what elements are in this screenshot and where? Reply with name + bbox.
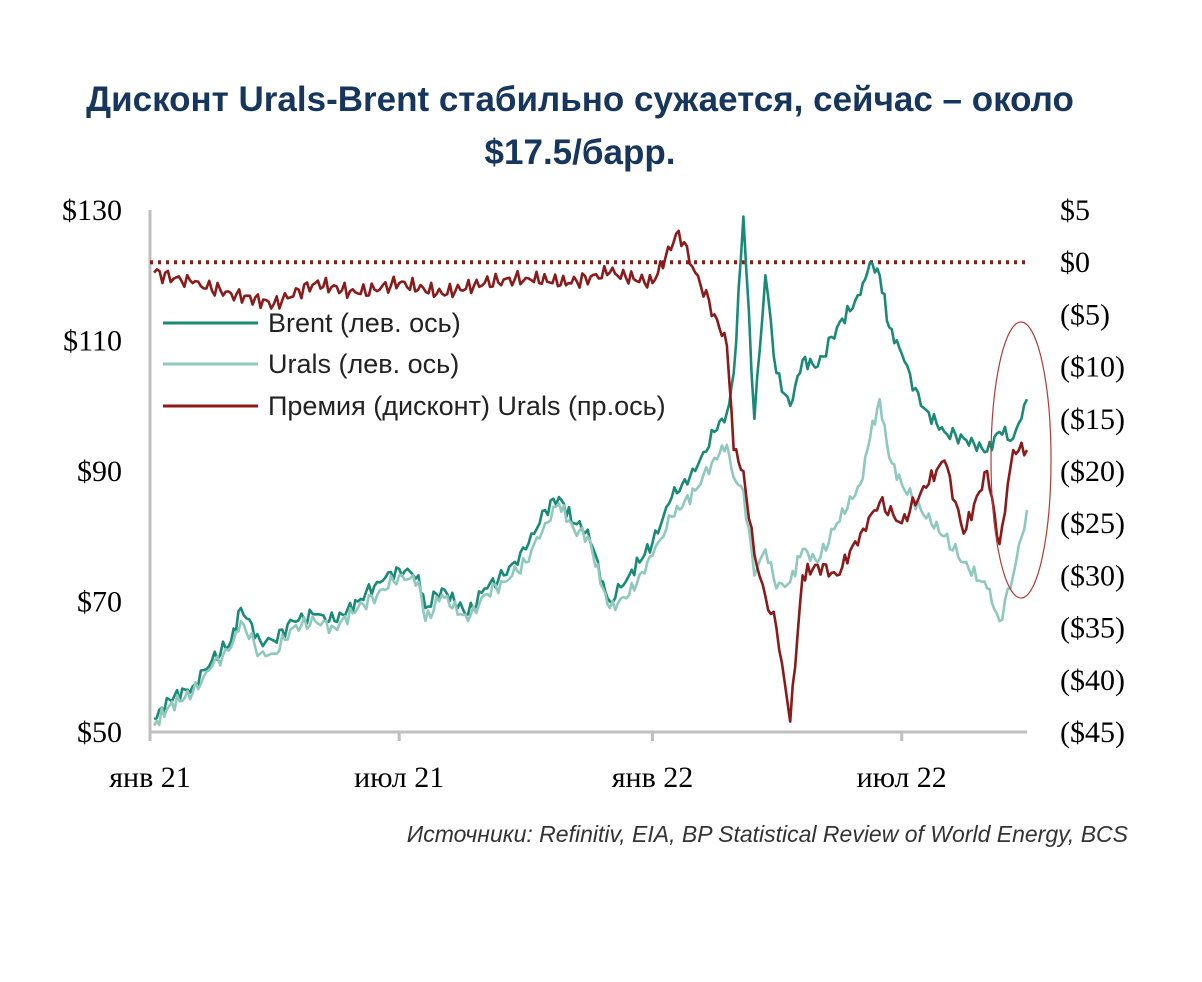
y-right-tick-label: ($45) — [1060, 716, 1125, 749]
chart-title-line1: Дисконт Urals-Brent стабильно сужается, … — [86, 80, 1074, 119]
y-left-tick-label: $90 — [77, 455, 122, 488]
series-group — [152, 215, 1052, 727]
y-right-tick-label: ($5) — [1060, 298, 1110, 331]
chart-title-line2: $17.5/барр. — [484, 133, 676, 172]
y-right-tick-label: ($35) — [1060, 612, 1125, 645]
y-right-tick-label: $5 — [1060, 194, 1090, 227]
legend: Brent (лев. ось) Urals (лев. ось) Премия (… — [163, 308, 666, 421]
x-tick-label: июл 22 — [857, 761, 947, 794]
y-right-tick-label: ($10) — [1060, 351, 1125, 384]
axes: $50 $70 $90 $110 $130 $5 $0 ($5) ($10) ($15) ($20)… — [62, 194, 1125, 794]
y-right-tick-label: ($30) — [1060, 559, 1125, 592]
y-left-tick-label: $110 — [63, 325, 122, 358]
y-right-tick-label: ($20) — [1060, 455, 1125, 488]
x-tick-label: июл 21 — [354, 761, 444, 794]
x-tick-label: янв 21 — [109, 761, 191, 794]
y-right-tick-label: ($40) — [1060, 664, 1125, 697]
source-note: Источники: Refinitiv, EIA, BP Statistica… — [406, 821, 1128, 847]
legend-label-urals: Urals (лев. ось) — [268, 349, 459, 379]
y-left-tick-label: $130 — [62, 194, 122, 227]
y-left-tick-label: $50 — [77, 716, 122, 749]
y-right-tick-label: ($25) — [1060, 507, 1125, 540]
series-line-urals — [152, 397, 1029, 727]
y-right-tick-label: $0 — [1060, 246, 1090, 279]
y-right-tick-label: ($15) — [1060, 403, 1125, 436]
series-line-premium — [153, 229, 1029, 723]
x-tick-label: янв 22 — [612, 761, 694, 794]
legend-label-brent: Brent (лев. ось) — [268, 308, 461, 338]
legend-label-premium: Премия (дисконт) Urals (пр.ось) — [268, 391, 666, 421]
highlight-ellipse — [990, 321, 1052, 599]
y-left-tick-label: $70 — [77, 586, 122, 619]
series-line-brent — [153, 215, 1029, 721]
